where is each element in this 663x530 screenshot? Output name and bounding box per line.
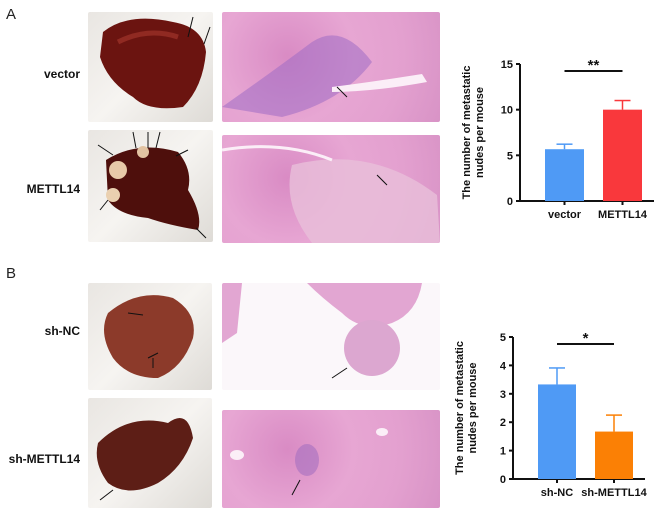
y-tick-label: 15 [501, 59, 513, 71]
histology-vector [222, 12, 440, 122]
histology-sh-nc [222, 283, 440, 390]
y-axis-title: nudes per mouse [467, 362, 479, 453]
y-tick-label: 3 [500, 389, 506, 401]
row-label-vector: vector [43, 67, 80, 81]
y-tick-label: 4 [500, 360, 507, 372]
y-tick-label: 5 [507, 150, 513, 162]
liver-photo-sh-mettl14 [88, 398, 212, 508]
histology-sh-mettl14 [222, 410, 440, 508]
liver-photo-mettl14 [88, 130, 213, 242]
bar-METTL14 [603, 109, 642, 201]
bar-sh-METTL14 [595, 431, 633, 479]
bar-chart-a: 0 5 10 15 vector METTL14 ** The number of metas… [461, 57, 654, 221]
y-axis-title: The number of metastatic [454, 341, 466, 475]
bar-vector [545, 149, 584, 201]
y-tick-label: 1 [500, 446, 506, 458]
panel-letter-b: B [6, 265, 17, 282]
histology-mettl14 [222, 135, 440, 243]
row-label-mettl14: METTL14 [26, 182, 80, 196]
x-tick-label: METTL14 [598, 209, 648, 221]
y-axis-title: The number of metastatic [461, 66, 473, 200]
liver-photo-sh-nc [88, 283, 212, 390]
y-tick-label: 10 [501, 105, 513, 117]
row-label-sh-mettl14: sh-METTL14 [8, 452, 80, 466]
bar-sh-NC [538, 384, 576, 479]
y-tick-label: 5 [500, 332, 506, 344]
x-tick-label: sh-NC [541, 487, 573, 499]
y-tick-label: 0 [507, 196, 513, 208]
y-tick-label: 0 [500, 474, 506, 486]
x-tick-label: vector [548, 209, 582, 221]
significance-label: ** [588, 57, 600, 74]
significance-label: * [583, 330, 589, 347]
x-tick-label: sh-METTL14 [581, 487, 647, 499]
liver-photo-vector [88, 12, 213, 122]
panel-letter-a: A [6, 6, 17, 23]
bar-chart-b: 0 1 2 3 4 5 sh-NC sh-METTL14 * The number of meta… [454, 330, 648, 499]
y-axis-title: nudes per mouse [474, 87, 486, 178]
y-tick-label: 2 [500, 417, 506, 429]
row-label-sh-nc: sh-NC [44, 324, 80, 338]
